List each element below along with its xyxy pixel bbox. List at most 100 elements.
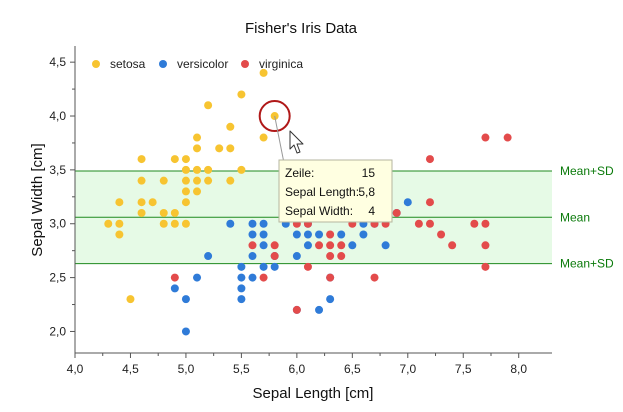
mouse-pointer-icon: [289, 130, 304, 154]
reference-label: Mean: [560, 210, 590, 224]
legend-label: setosa: [110, 57, 146, 71]
virginica-point: [303, 262, 312, 271]
y-tick-label: 2,5: [49, 271, 66, 285]
setosa-point: [181, 155, 190, 164]
virginica-point: [337, 252, 346, 261]
setosa-point: [170, 219, 179, 228]
legend-marker-virginica: [241, 60, 249, 68]
versicolor-point: [337, 230, 346, 239]
virginica-point: [259, 273, 268, 282]
setosa-point: [204, 165, 213, 174]
virginica-point: [425, 155, 434, 164]
setosa-point: [137, 176, 146, 185]
setosa-point: [181, 219, 190, 228]
versicolor-point: [248, 230, 257, 239]
setosa-point: [226, 176, 235, 185]
setosa-point: [170, 208, 179, 217]
virginica-point: [326, 273, 335, 282]
versicolor-point: [292, 230, 301, 239]
virginica-point: [481, 262, 490, 271]
tooltip-value: 15: [362, 166, 376, 180]
versicolor-point: [248, 273, 257, 282]
versicolor-point: [326, 295, 335, 304]
virginica-point: [414, 219, 423, 228]
virginica-point: [292, 305, 301, 314]
setosa-point: [115, 230, 124, 239]
reference-label: Mean+SD: [560, 257, 614, 271]
setosa-point: [126, 295, 135, 304]
versicolor-point: [237, 262, 246, 271]
versicolor-point: [248, 252, 257, 261]
setosa-point: [204, 176, 213, 185]
setosa-point: [137, 208, 146, 217]
versicolor-point: [170, 284, 179, 293]
setosa-point: [137, 155, 146, 164]
versicolor-point: [270, 262, 279, 271]
x-tick-label: 6,0: [289, 362, 306, 376]
highlighted-point[interactable]: [258, 100, 291, 164]
setosa-point: [181, 187, 190, 196]
x-tick-label: 8,0: [510, 362, 527, 376]
setosa-point: [148, 198, 157, 207]
setosa-point: [159, 176, 168, 185]
tooltip-leader-line: [274, 115, 285, 164]
tooltip-label: Sepal Width:: [285, 204, 353, 218]
setosa-point: [115, 219, 124, 228]
x-tick-label: 5,5: [233, 362, 250, 376]
x-axis-ticks: 4,0 4,5 5,0 5,5 6,0 6,5 7,0 7,5 8,0: [67, 353, 527, 376]
y-tick-label: 3,0: [49, 217, 66, 231]
setosa-point: [181, 176, 190, 185]
y-tick-label: 3,5: [49, 163, 66, 177]
setosa-point: [226, 144, 235, 153]
setosa-point: [226, 122, 235, 131]
virginica-point: [370, 273, 379, 282]
y-axis-ticks: 2,0 2,5 3,0 3,5 4,0 4,5: [49, 55, 75, 338]
setosa-point: [181, 198, 190, 207]
setosa-point: [159, 219, 168, 228]
virginica-point: [437, 230, 446, 239]
virginica-point: [503, 133, 512, 142]
legend-label: virginica: [259, 57, 303, 71]
setosa-point: [115, 198, 124, 207]
virginica-point: [270, 241, 279, 250]
versicolor-point: [181, 327, 190, 336]
versicolor-point: [259, 230, 268, 239]
versicolor-point: [204, 252, 213, 261]
tooltip-label: Sepal Length:: [285, 185, 359, 199]
setosa-point: [137, 198, 146, 207]
reference-line-labels: Mean+SD Mean Mean+SD: [560, 164, 614, 271]
legend: setosa versicolor virginica: [92, 57, 303, 71]
chart-title: Fisher's Iris Data: [245, 20, 358, 37]
virginica-point: [392, 208, 401, 217]
virginica-point: [448, 241, 457, 250]
virginica-point: [270, 252, 279, 261]
versicolor-point: [193, 273, 202, 282]
setosa-point: [204, 101, 213, 110]
y-tick-label: 4,0: [49, 109, 66, 123]
x-tick-label: 5,0: [178, 362, 195, 376]
setosa-point: [193, 165, 202, 174]
versicolor-point: [315, 305, 324, 314]
virginica-point: [337, 241, 346, 250]
versicolor-point: [381, 241, 390, 250]
highlight-ring: [258, 100, 291, 133]
versicolor-point: [237, 295, 246, 304]
versicolor-point: [226, 219, 235, 228]
setosa-point: [259, 68, 268, 77]
versicolor-point: [348, 241, 357, 250]
versicolor-point: [259, 219, 268, 228]
y-tick-label: 4,5: [49, 55, 66, 69]
virginica-point: [170, 273, 179, 282]
x-tick-label: 4,0: [67, 362, 84, 376]
virginica-point: [248, 241, 257, 250]
virginica-point: [481, 133, 490, 142]
versicolor-point: [259, 241, 268, 250]
setosa-point: [193, 133, 202, 142]
x-tick-label: 7,5: [455, 362, 472, 376]
setosa-point: [237, 165, 246, 174]
setosa-point: [170, 155, 179, 164]
versicolor-point: [259, 262, 268, 271]
virginica-point: [425, 198, 434, 207]
setosa-point: [159, 208, 168, 217]
